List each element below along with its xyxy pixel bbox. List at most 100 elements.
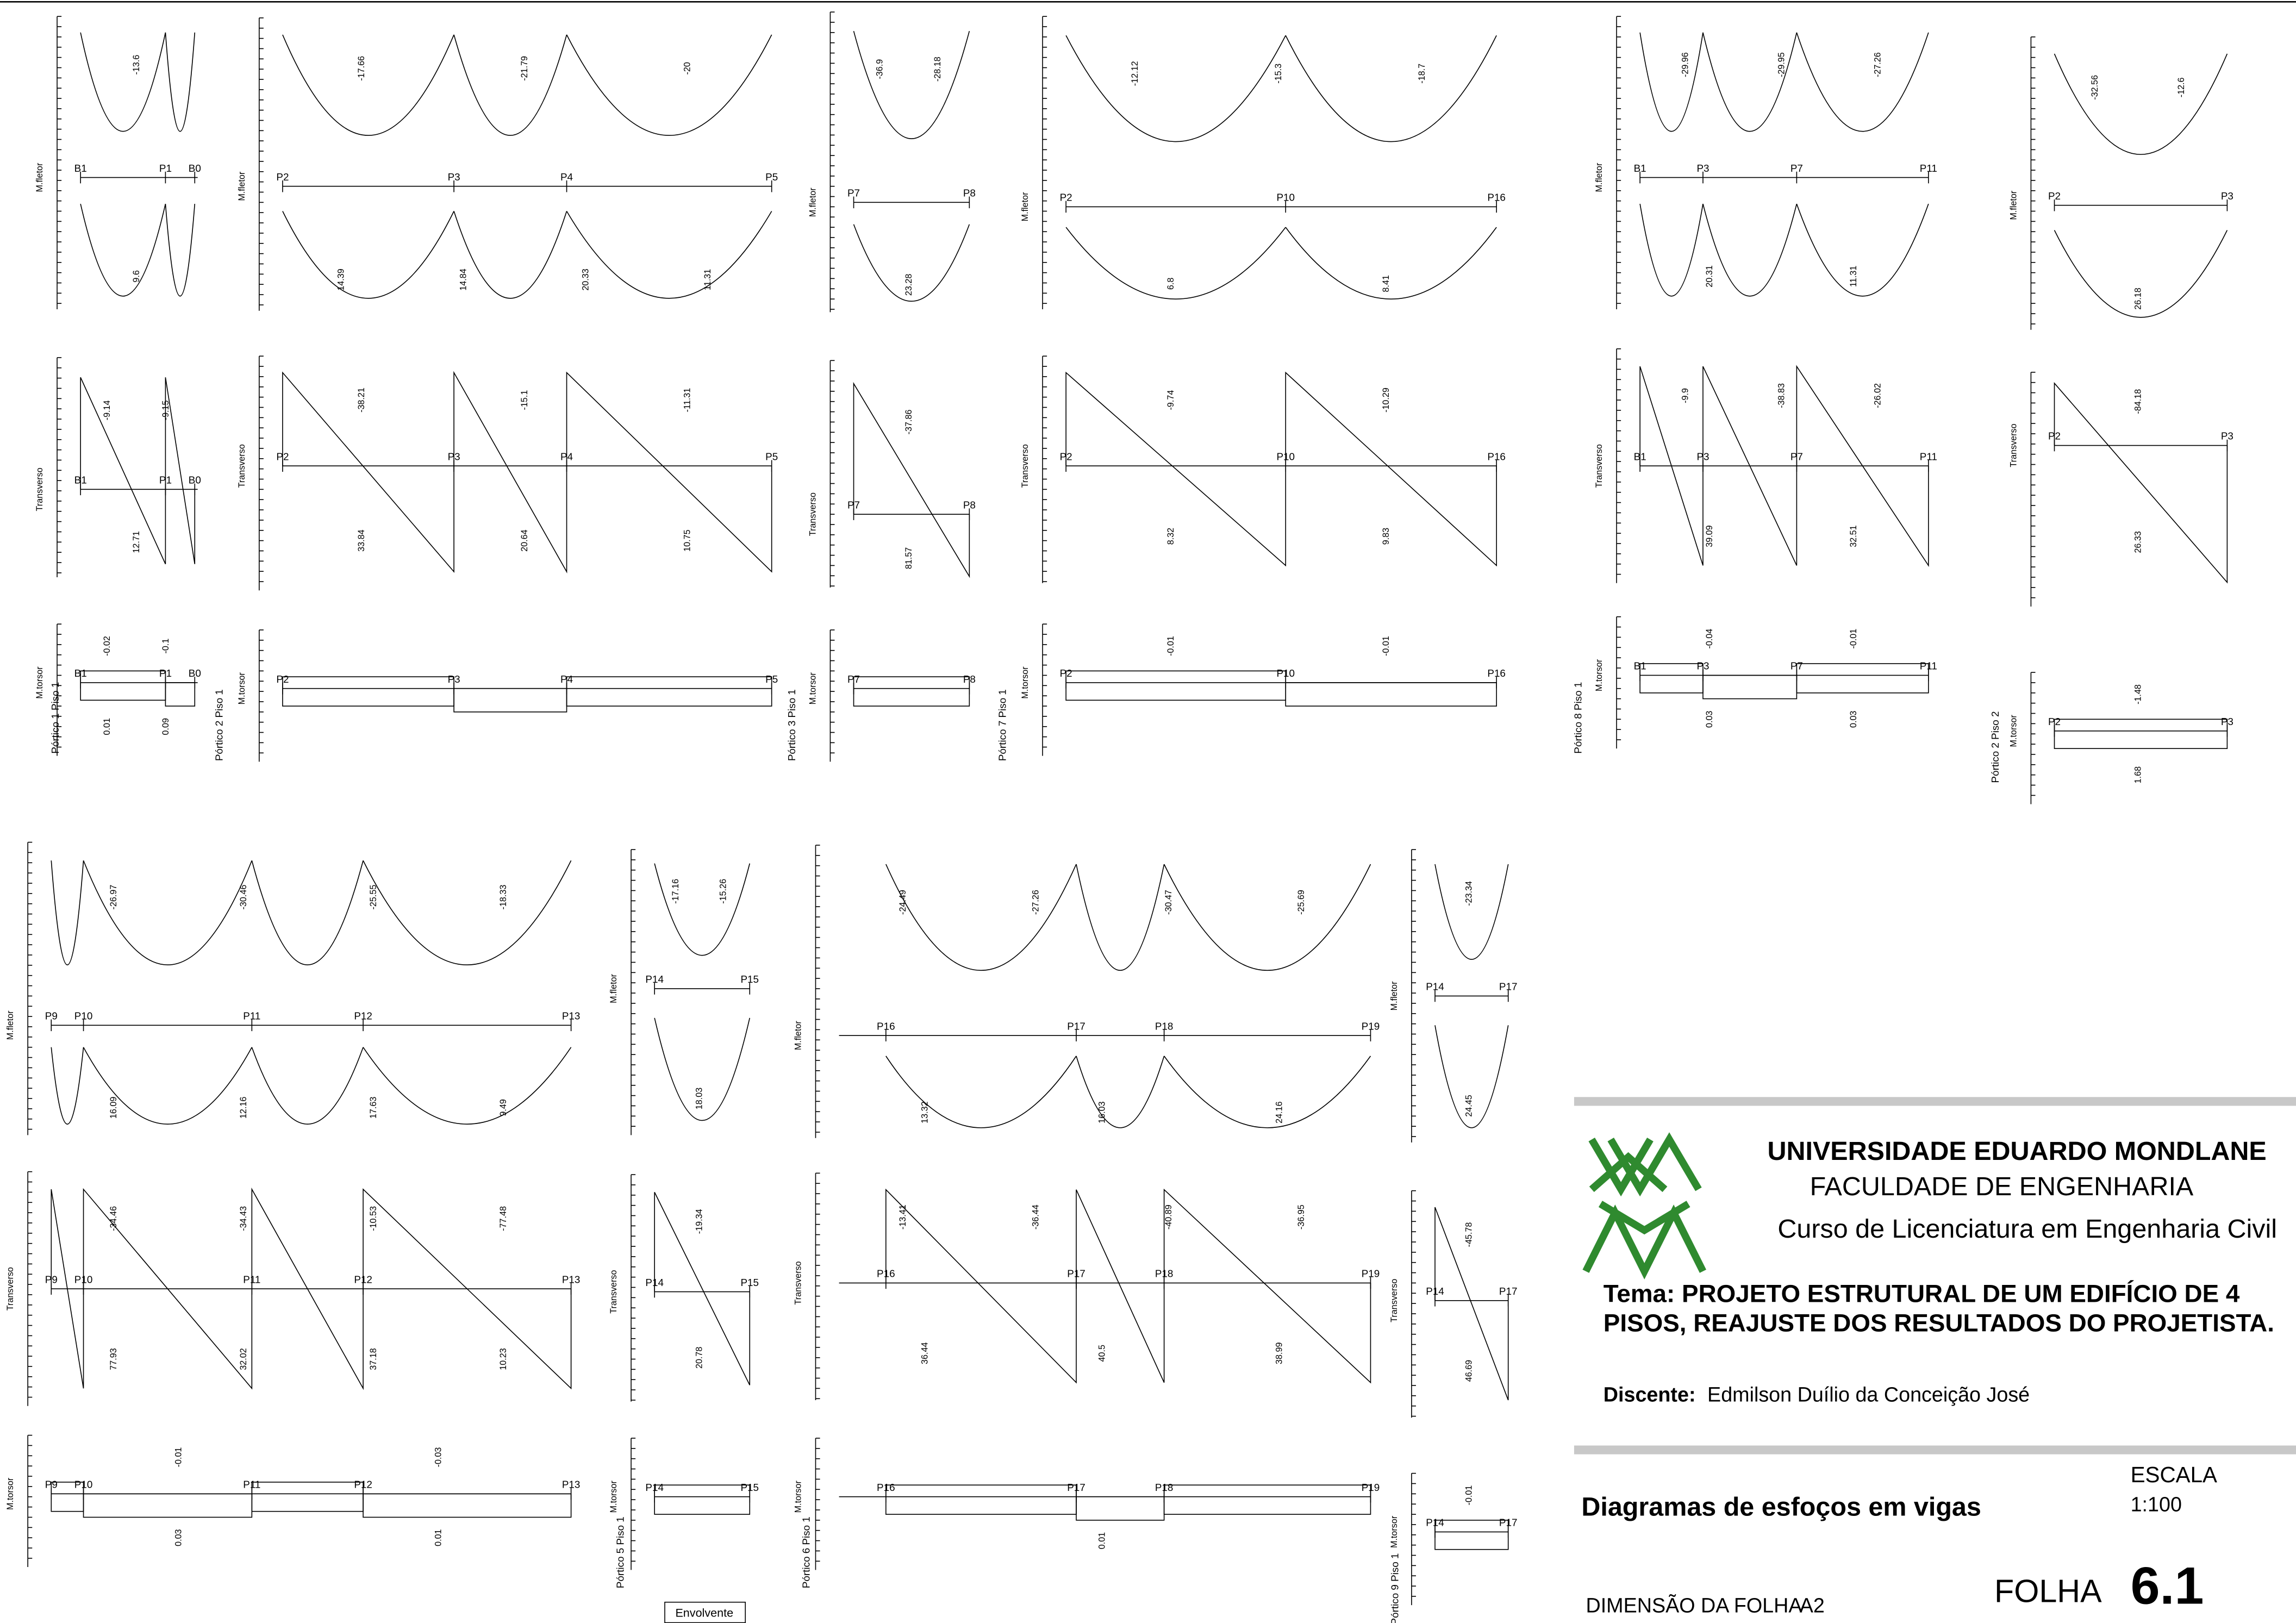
value-label: -13.6 xyxy=(132,55,141,75)
value-label: -38.21 xyxy=(357,388,366,413)
axis-label: M.fletor xyxy=(609,973,619,1003)
support-label: P12 xyxy=(354,1010,372,1022)
support-label: P3 xyxy=(2221,190,2233,202)
moment-curve xyxy=(282,211,454,299)
axis-label: M.torsor xyxy=(35,666,45,699)
value-label: 0.09 xyxy=(161,718,171,735)
value-label: 24.16 xyxy=(1274,1101,1284,1123)
discente: Edmilson Duílio da Conceição José xyxy=(1707,1383,2030,1406)
shear-line xyxy=(853,382,970,578)
shear-line xyxy=(1796,365,1929,567)
title-divider xyxy=(1574,1445,2296,1455)
support-label: P11 xyxy=(1920,163,1937,174)
support-label: P18 xyxy=(1155,1482,1174,1493)
shear-line xyxy=(83,1188,253,1390)
support-label: P18 xyxy=(1155,1268,1174,1279)
axis-label: Transverso xyxy=(794,1261,803,1304)
value-label: 6.8 xyxy=(1166,278,1176,290)
folha-label: FOLHA xyxy=(1994,1573,2102,1609)
support-label: P7 xyxy=(847,499,860,510)
support-label: P8 xyxy=(963,499,976,510)
value-label: 10.75 xyxy=(683,529,692,551)
support-label: B1 xyxy=(1634,451,1646,462)
value-label: -36.9 xyxy=(875,59,885,79)
value-label: -20 xyxy=(683,62,692,74)
moment-curve xyxy=(1434,1025,1509,1128)
support-label: P14 xyxy=(645,973,664,985)
moment-curve xyxy=(80,32,166,132)
support-label: P10 xyxy=(1276,192,1295,203)
support-label: P8 xyxy=(963,188,976,199)
support-label: P3 xyxy=(448,451,460,462)
axis-label: M.fletor xyxy=(237,171,247,201)
support-label: P13 xyxy=(562,1274,581,1285)
value-label: 20.31 xyxy=(1705,265,1714,287)
moment-curve xyxy=(1163,1056,1371,1128)
support-label: P10 xyxy=(74,1479,93,1490)
logo-stroke xyxy=(1582,1204,1707,1279)
value-label: -34.46 xyxy=(109,1206,118,1231)
support-label: P18 xyxy=(1155,1020,1174,1032)
support-label: P4 xyxy=(560,673,573,685)
axis-label: M.fletor xyxy=(2008,190,2018,220)
support-label: P14 xyxy=(645,1277,664,1288)
frame-name: Pórtico 3 Piso 1 xyxy=(786,689,797,761)
value-label: 16.09 xyxy=(109,1097,118,1119)
support-label: B1 xyxy=(1634,163,1646,174)
support-label: P15 xyxy=(740,1482,759,1493)
moment-curve xyxy=(2054,53,2228,155)
moment-curve xyxy=(51,860,84,965)
value-label: -36.95 xyxy=(1296,1204,1306,1229)
value-label: -26.97 xyxy=(109,885,118,910)
value-label: -30.47 xyxy=(1164,890,1174,915)
moment-curve xyxy=(1065,227,1286,299)
moment-curve xyxy=(885,864,1077,971)
moment-curve xyxy=(453,34,567,136)
value-label: 11.31 xyxy=(1849,266,1858,287)
support-label: P17 xyxy=(1067,1482,1085,1493)
shear-line xyxy=(251,1187,364,1390)
value-label: -25.69 xyxy=(1296,890,1306,915)
axis-label: M.torsor xyxy=(1389,1515,1399,1548)
support-label: P7 xyxy=(1790,451,1803,462)
torsion-block xyxy=(1285,682,1497,707)
tema-label: Tema: xyxy=(1603,1280,1675,1308)
value-label: -1.48 xyxy=(2133,684,2143,704)
support-label: B0 xyxy=(189,475,201,486)
torsion-block xyxy=(165,682,196,707)
value-label: 32.02 xyxy=(239,1348,248,1370)
escala: 1:100 xyxy=(2131,1493,2182,1516)
value-label: 20.78 xyxy=(695,1347,704,1369)
support-label: B1 xyxy=(74,667,87,679)
value-label: -18.33 xyxy=(498,885,508,910)
moment-curve xyxy=(1076,1056,1165,1128)
support-label: P7 xyxy=(1790,660,1803,672)
moment-curve xyxy=(1639,32,1704,132)
axis-label: M.torsor xyxy=(609,1480,619,1513)
moment-curve xyxy=(83,1047,253,1125)
support-label: P11 xyxy=(243,1010,260,1022)
support-label: P7 xyxy=(847,188,860,199)
axis-label: M.fletor xyxy=(1389,981,1399,1010)
support-label: P1 xyxy=(159,475,172,486)
frame-name: Pórtico 7 Piso 1 xyxy=(997,689,1008,761)
support-label: P17 xyxy=(1499,1285,1518,1297)
support-label: B1 xyxy=(74,475,87,486)
value-label: -24.49 xyxy=(898,890,908,915)
moment-curve xyxy=(1702,32,1798,132)
value-label: -0.03 xyxy=(434,1447,444,1468)
value-label: -29.95 xyxy=(1776,52,1786,77)
value-label: -77.48 xyxy=(498,1206,508,1231)
support-label: P4 xyxy=(560,171,573,183)
value-label: 13.32 xyxy=(920,1101,930,1123)
value-label: -9.15 xyxy=(161,400,171,420)
support-label: P5 xyxy=(765,673,778,685)
support-label: P5 xyxy=(765,451,778,462)
value-label: 12.16 xyxy=(239,1097,248,1119)
value-label: -0.02 xyxy=(102,636,112,656)
axis-label: M.torsor xyxy=(237,672,247,704)
moment-curve xyxy=(566,34,772,136)
support-label: P8 xyxy=(963,673,976,685)
support-label: P5 xyxy=(765,171,778,183)
value-label: -9.14 xyxy=(102,400,112,420)
